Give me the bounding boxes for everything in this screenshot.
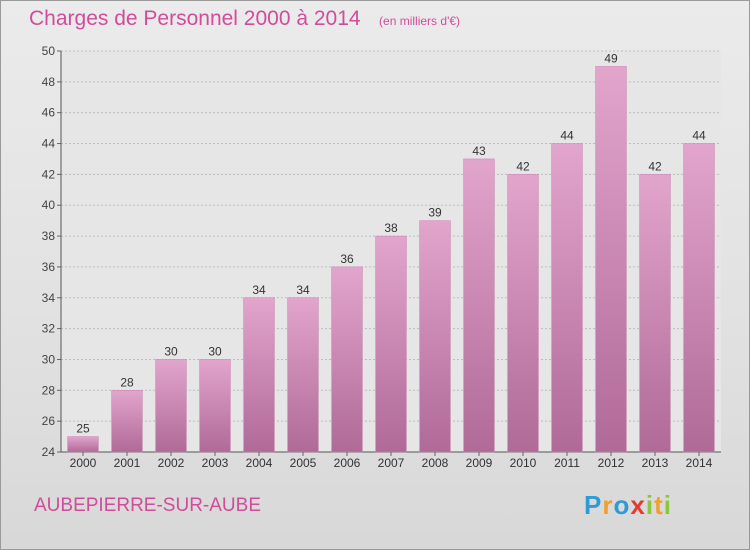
logo-letter: r bbox=[602, 490, 614, 520]
logo-letter: x bbox=[630, 490, 646, 520]
x-tick-label: 2011 bbox=[554, 456, 580, 470]
y-tick-label: 40 bbox=[42, 198, 56, 212]
y-tick-label: 50 bbox=[42, 44, 56, 58]
y-tick-label: 44 bbox=[42, 137, 56, 151]
y-tick-label: 46 bbox=[42, 106, 56, 120]
y-tick-label: 26 bbox=[42, 414, 56, 428]
bar bbox=[67, 436, 99, 453]
proxiti-logo: Proxiti bbox=[584, 490, 672, 521]
bar bbox=[551, 143, 583, 453]
x-tick-label: 2004 bbox=[246, 456, 273, 470]
bar bbox=[199, 359, 231, 453]
x-tick-label: 2009 bbox=[466, 456, 493, 470]
bar bbox=[463, 158, 495, 453]
x-tick-label: 2003 bbox=[202, 456, 229, 470]
bar bbox=[375, 235, 407, 453]
bar-value-label: 34 bbox=[296, 283, 310, 297]
x-tick-label: 2013 bbox=[642, 456, 669, 470]
bar bbox=[111, 390, 143, 453]
x-tick-label: 2012 bbox=[598, 456, 625, 470]
commune-name: AUBEPIERRE-SUR-AUBE bbox=[34, 495, 261, 516]
x-tick-label: 2010 bbox=[510, 456, 537, 470]
bar bbox=[287, 297, 319, 453]
logo-letter: o bbox=[613, 490, 631, 520]
x-tick-label: 2001 bbox=[114, 456, 141, 470]
title-line: Charges de Personnel 2000 à 2014 (en mil… bbox=[29, 7, 460, 31]
bar-value-label: 25 bbox=[76, 422, 90, 436]
chart-title: Charges de Personnel 2000 à 2014 bbox=[29, 7, 361, 30]
bar-value-label: 43 bbox=[472, 144, 486, 158]
bar bbox=[639, 174, 671, 453]
bar bbox=[595, 66, 627, 453]
y-tick-label: 42 bbox=[42, 167, 56, 181]
y-tick-label: 48 bbox=[42, 75, 56, 89]
bar-value-label: 49 bbox=[604, 51, 618, 65]
bar bbox=[243, 297, 275, 453]
bar bbox=[507, 174, 539, 453]
y-tick-label: 34 bbox=[42, 291, 56, 305]
logo-letter: i bbox=[663, 490, 672, 520]
x-tick-label: 2005 bbox=[290, 456, 317, 470]
bar bbox=[155, 359, 187, 453]
bar-value-label: 34 bbox=[252, 283, 266, 297]
bar-value-label: 30 bbox=[208, 344, 222, 358]
bar-value-label: 42 bbox=[648, 159, 662, 173]
bar bbox=[419, 220, 451, 453]
bar-value-label: 39 bbox=[428, 206, 442, 220]
bar-value-label: 42 bbox=[516, 159, 530, 173]
logo-letter: P bbox=[584, 490, 603, 520]
logo-letter: i bbox=[645, 490, 655, 520]
chart-subtitle: (en milliers d'€) bbox=[379, 14, 461, 28]
bar bbox=[683, 143, 715, 453]
bar-value-label: 44 bbox=[560, 129, 574, 143]
bar-value-label: 30 bbox=[164, 344, 178, 358]
x-tick-label: 2006 bbox=[334, 456, 361, 470]
x-tick-label: 2007 bbox=[378, 456, 405, 470]
y-tick-label: 28 bbox=[42, 383, 56, 397]
bar-value-label: 36 bbox=[340, 252, 354, 266]
bar-value-label: 44 bbox=[692, 129, 706, 143]
x-tick-label: 2002 bbox=[158, 456, 185, 470]
y-tick-label: 36 bbox=[42, 260, 56, 274]
y-tick-label: 30 bbox=[42, 352, 56, 366]
bar-value-label: 28 bbox=[120, 375, 134, 389]
x-tick-label: 2000 bbox=[70, 456, 97, 470]
x-tick-label: 2008 bbox=[422, 456, 449, 470]
bar bbox=[331, 266, 363, 453]
y-tick-label: 24 bbox=[42, 445, 56, 459]
bar-value-label: 38 bbox=[384, 221, 398, 235]
logo-letter: t bbox=[654, 490, 664, 520]
x-tick-label: 2014 bbox=[686, 456, 713, 470]
y-tick-label: 38 bbox=[42, 229, 56, 243]
y-tick-label: 32 bbox=[42, 322, 56, 336]
